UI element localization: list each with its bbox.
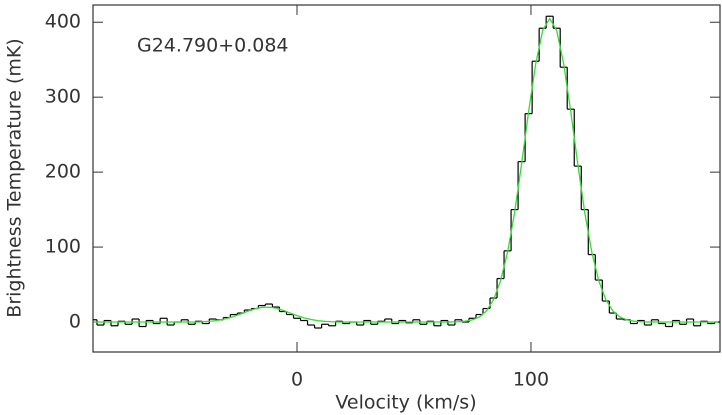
y-tick-label: 400	[45, 11, 81, 33]
fit-line	[93, 17, 719, 323]
spectrum-risers	[96, 16, 716, 329]
y-tick-label: 100	[45, 236, 81, 258]
annotation: G24.790+0.084	[137, 35, 289, 57]
x-tick-label: 100	[513, 369, 549, 391]
x-axis-label: Velocity (km/s)	[335, 392, 476, 414]
x-tick-label: 0	[291, 369, 303, 391]
y-tick-label: 200	[45, 161, 81, 183]
plot-frame	[92, 4, 721, 353]
y-tick-label: 300	[45, 86, 81, 108]
y-tick-label: 0	[69, 311, 81, 333]
y-axis-label: Brightness Temperature (mK)	[4, 38, 26, 317]
